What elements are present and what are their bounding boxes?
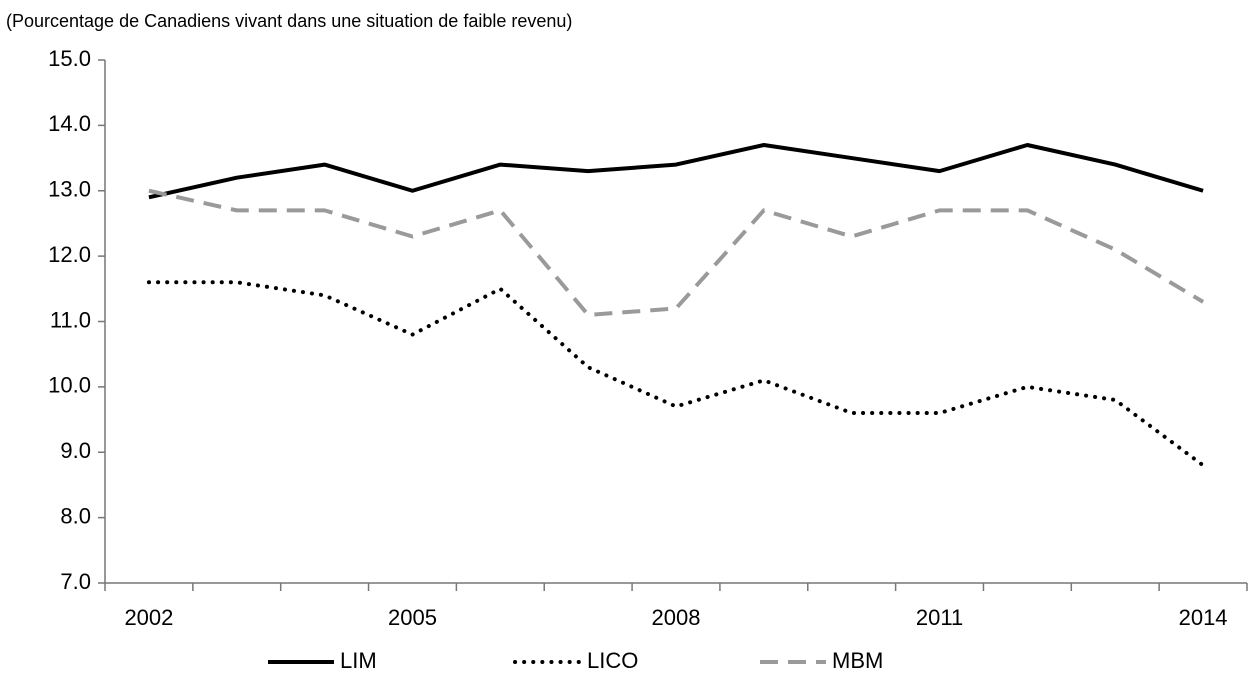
x-tick-label: 2008 xyxy=(652,605,701,630)
y-tick-label: 15.0 xyxy=(48,46,91,71)
legend-label: LICO xyxy=(587,648,638,673)
chart-title: (Pourcentage de Canadiens vivant dans un… xyxy=(6,11,572,31)
y-tick-label: 8.0 xyxy=(60,503,91,528)
y-tick-label: 12.0 xyxy=(48,242,91,267)
x-tick-label: 2005 xyxy=(388,605,437,630)
y-tick-label: 11.0 xyxy=(50,307,91,332)
legend-label: LIM xyxy=(340,648,377,673)
y-tick-label: 10.0 xyxy=(48,373,91,398)
y-tick-label: 7.0 xyxy=(60,569,91,594)
series-line xyxy=(148,142,1204,200)
y-tick-label: 13.0 xyxy=(48,177,91,202)
y-tick-label: 9.0 xyxy=(60,438,91,463)
x-tick-label: 2002 xyxy=(124,605,173,630)
x-tick-label: 2014 xyxy=(1179,605,1228,630)
series-line xyxy=(148,188,1205,317)
legend-label: MBM xyxy=(832,648,883,673)
y-tick-label: 14.0 xyxy=(48,111,91,136)
x-tick-label: 2011 xyxy=(916,605,963,630)
series-line xyxy=(146,280,1206,468)
